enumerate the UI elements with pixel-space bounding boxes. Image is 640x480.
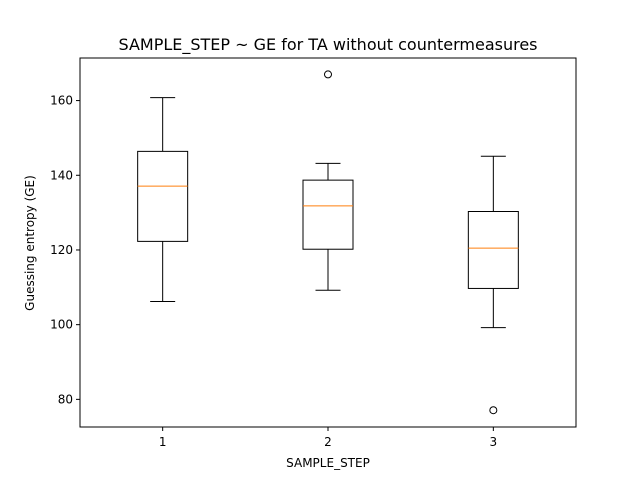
y-tick-label: 80 <box>58 392 73 406</box>
x-tick-label: 2 <box>324 435 332 449</box>
y-tick-label: 120 <box>50 243 73 257</box>
chart-title: SAMPLE_STEP ~ GE for TA without counterm… <box>118 35 537 55</box>
x-axis-label: SAMPLE_STEP <box>286 456 370 470</box>
box-2 <box>302 70 354 291</box>
iqr-box <box>137 150 189 242</box>
box-1 <box>137 97 189 303</box>
y-tick-label: 100 <box>50 318 73 332</box>
outlier-point <box>489 406 498 415</box>
axes-frame <box>79 57 577 428</box>
box-3 <box>467 155 519 415</box>
plot-area: 80 100 120 140 160 1 2 3 <box>50 70 519 449</box>
x-tick-label: 3 <box>490 435 498 449</box>
x-tick-label: 1 <box>159 435 167 449</box>
y-tick-label: 140 <box>50 168 73 182</box>
y-tick-label: 160 <box>50 94 73 108</box>
outlier-point <box>324 70 332 79</box>
iqr-box <box>467 211 519 289</box>
iqr-box <box>302 179 354 250</box>
y-axis-label: Guessing entropy (GE) <box>23 175 37 311</box>
